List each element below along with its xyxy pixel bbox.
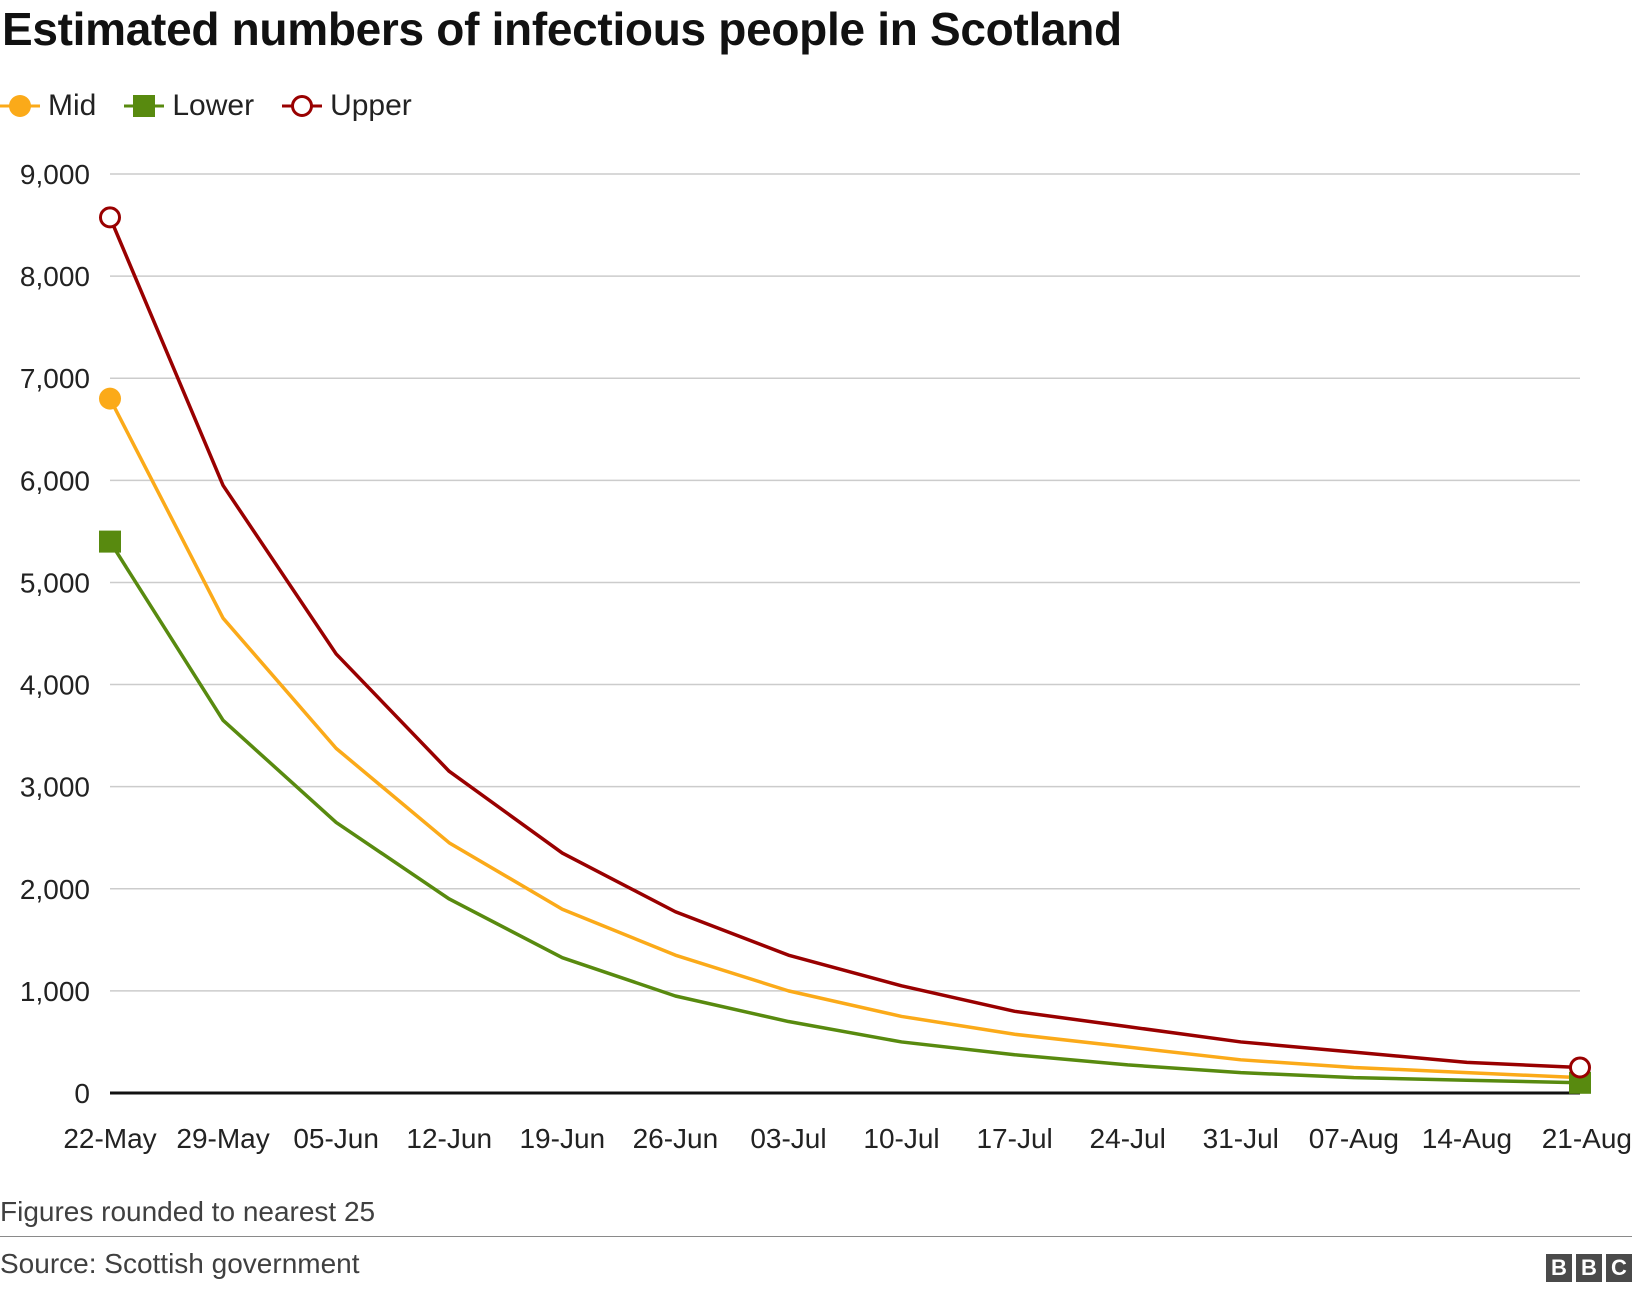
line-chart: 0 1,000 2,000 3,000 4,000 5,000 6,000 7,000 8,00… [20,159,1632,1154]
footer-divider [0,1236,1632,1237]
x-tick-label: 07-Aug [1309,1123,1399,1154]
chart-legend: Mid Lower Upper [0,86,440,126]
y-tick-label: 3,000 [20,772,90,803]
legend-marker-square-icon [124,95,165,117]
bbc-logo-letter: B [1546,1254,1572,1282]
x-tick-label: 03-Jul [750,1123,826,1154]
chart-title: Estimated numbers of infectious people i… [2,3,1122,55]
bbc-logo-letter: B [1576,1254,1602,1282]
y-tick-label: 4,000 [20,670,90,701]
data-point-marker [1569,1056,1591,1079]
y-tick-label: 0 [74,1078,90,1109]
x-tick-label: 19-Jun [519,1123,605,1154]
y-axis-ticks: 0 1,000 2,000 3,000 4,000 5,000 6,000 7,000 8,00… [20,159,90,1109]
legend-marker-circle-icon [0,95,40,117]
x-tick-label: 26-Jun [633,1123,719,1154]
legend-item-lower: Lower [124,89,254,123]
data-point-marker [99,206,121,229]
legend-item-mid: Mid [0,89,96,123]
y-tick-label: 6,000 [20,465,90,496]
x-tick-label: 31-Jul [1203,1123,1279,1154]
x-axis-ticks: 22-May 29-May 05-Jun 12-Jun 19-Jun 26-Jun 03-J… [63,1123,1632,1154]
data-point-marker [1569,1071,1591,1094]
legend-label-lower: Lower [172,89,255,122]
bbc-logo-letter: C [1606,1254,1632,1282]
legend-item-upper: Upper [282,89,412,123]
x-tick-label: 22-May [63,1123,156,1154]
x-tick-label: 21-Aug [1542,1123,1632,1154]
x-tick-label: 05-Jun [293,1123,379,1154]
legend-marker-open-circle-icon [282,95,323,117]
chart-note: Figures rounded to nearest 25 [0,1196,376,1227]
x-tick-label: 24-Jul [1090,1123,1166,1154]
legend-label-upper: Upper [330,89,412,122]
x-tick-label: 10-Jul [863,1123,939,1154]
legend-label-mid: Mid [48,89,97,122]
y-tick-label: 8,000 [20,261,90,292]
series-line [108,540,1581,1085]
series-upper [99,206,1591,1079]
x-tick-label: 29-May [176,1123,269,1154]
x-tick-label: 12-Jun [406,1123,492,1154]
data-point-marker [99,530,121,553]
gridlines [110,173,1580,992]
series-lines [99,206,1591,1094]
y-tick-label: 5,000 [20,567,90,598]
y-tick-label: 1,000 [20,976,90,1007]
chart-source: Source: Scottish government [0,1248,360,1279]
bbc-logo: B B C [1542,1254,1632,1282]
y-tick-label: 7,000 [20,363,90,394]
x-tick-label: 14-Aug [1422,1123,1512,1154]
series-lower [99,530,1591,1094]
x-tick-label: 17-Jul [976,1123,1052,1154]
y-tick-label: 2,000 [20,874,90,905]
series-line [108,397,1581,1080]
series-line [108,216,1581,1070]
data-point-marker [99,387,121,410]
y-tick-label: 9,000 [20,159,90,190]
series-mid [99,387,1591,1089]
